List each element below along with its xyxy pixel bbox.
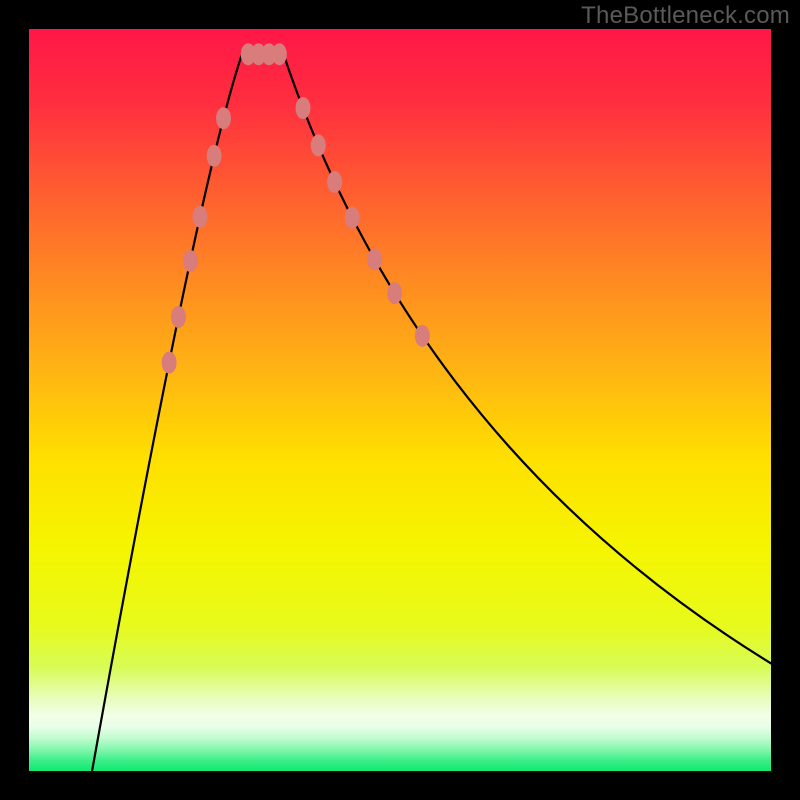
data-marker — [192, 206, 207, 228]
watermark-text: TheBottleneck.com — [581, 2, 790, 30]
data-marker — [295, 97, 310, 119]
data-marker — [387, 282, 402, 304]
data-marker — [367, 248, 382, 270]
data-marker — [171, 306, 186, 328]
data-marker — [162, 352, 177, 374]
data-marker — [183, 250, 198, 272]
data-marker — [216, 107, 231, 129]
data-marker — [415, 325, 430, 347]
plot-svg — [29, 29, 771, 771]
data-marker — [311, 134, 326, 156]
data-marker — [272, 43, 287, 65]
data-marker — [327, 171, 342, 193]
plot-area — [29, 29, 771, 771]
gradient-background — [29, 29, 771, 771]
data-marker — [207, 145, 222, 167]
data-marker — [345, 207, 360, 229]
